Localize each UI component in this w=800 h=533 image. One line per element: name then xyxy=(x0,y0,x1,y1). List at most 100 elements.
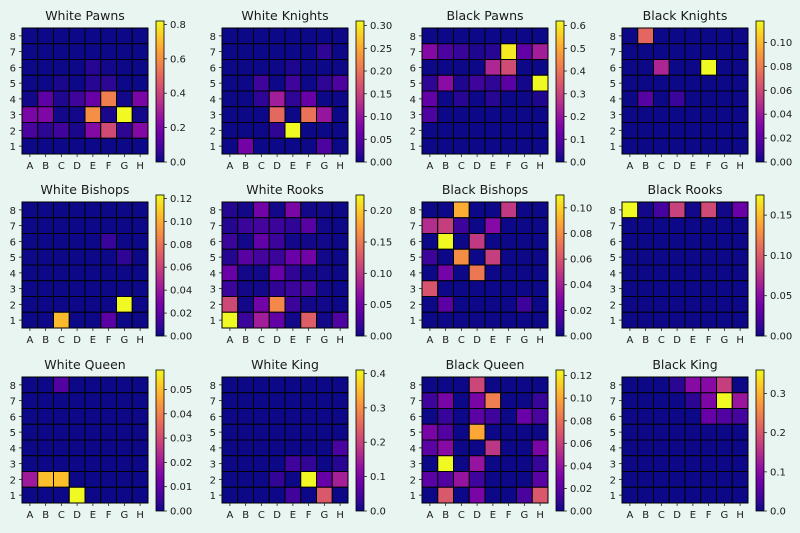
cell-a4 xyxy=(221,439,239,457)
cell-c3 xyxy=(453,106,470,123)
cell-g1 xyxy=(516,311,533,329)
y-tick-label: 7 xyxy=(610,397,616,408)
y-tick-label: 1 xyxy=(410,142,416,153)
y-tick-label: 8 xyxy=(10,381,16,392)
cell-g7 xyxy=(516,43,533,60)
y-tick-label: 3 xyxy=(410,111,416,122)
cell-g8 xyxy=(316,27,333,45)
cell-a3 xyxy=(421,280,439,297)
x-tick-label: G xyxy=(121,161,129,172)
cell-b4 xyxy=(37,264,54,282)
colorbar-tick-label: 0.12 xyxy=(570,371,592,382)
x-tick-label: E xyxy=(290,161,296,172)
cell-a6 xyxy=(621,59,639,76)
x-tick-label: D xyxy=(673,335,681,346)
x-tick-label: E xyxy=(90,161,96,172)
cell-b6 xyxy=(37,233,54,250)
cell-a6 xyxy=(621,233,639,250)
x-tick-label: B xyxy=(242,335,249,346)
cell-a4 xyxy=(221,264,239,282)
cell-e6 xyxy=(84,408,102,425)
cell-e3 xyxy=(684,455,702,472)
cell-a3 xyxy=(221,106,239,123)
cell-b5 xyxy=(437,248,454,266)
cell-e4 xyxy=(484,264,502,282)
colorbar-tick-label: 0.10 xyxy=(170,217,192,228)
y-tick-label: 2 xyxy=(410,475,416,486)
x-tick-label: B xyxy=(42,161,49,172)
colorbar-tick-label: 0.0 xyxy=(170,158,186,169)
cell-b1 xyxy=(237,311,254,329)
x-tick-label: G xyxy=(721,161,729,172)
cell-f6 xyxy=(300,233,317,250)
cell-d2 xyxy=(268,471,286,488)
cell-a5 xyxy=(221,423,239,441)
cell-e1 xyxy=(484,311,502,329)
cell-e4 xyxy=(284,439,302,457)
cell-h5 xyxy=(331,423,349,441)
colorbar-gradient xyxy=(155,369,165,512)
cell-a5 xyxy=(21,423,39,441)
heatmap-cells xyxy=(421,201,549,329)
cell-b3 xyxy=(637,455,654,472)
x-tick-label: G xyxy=(721,510,729,521)
cell-d1 xyxy=(68,486,86,504)
x-tick-label: D xyxy=(273,335,281,346)
cell-f1 xyxy=(300,137,317,155)
cell-h4 xyxy=(331,90,349,108)
cell-b8 xyxy=(37,376,54,394)
cell-g2 xyxy=(716,296,733,313)
cell-e6 xyxy=(484,408,502,425)
cell-g1 xyxy=(316,486,333,504)
cell-e8 xyxy=(84,376,102,394)
cell-g3 xyxy=(316,106,333,123)
cell-c1 xyxy=(453,137,470,155)
cell-b1 xyxy=(37,311,54,329)
cell-g4 xyxy=(116,439,133,457)
cell-d5 xyxy=(68,423,86,441)
y-tick-label: 2 xyxy=(610,475,616,486)
cell-g7 xyxy=(716,392,733,409)
y-tick-label: 5 xyxy=(610,428,616,439)
cell-d8 xyxy=(468,376,486,394)
cell-h3 xyxy=(731,455,749,472)
y-tick-label: 4 xyxy=(410,95,416,106)
x-tick-label: F xyxy=(706,161,712,172)
cell-h7 xyxy=(131,392,149,409)
cell-h5 xyxy=(131,74,149,92)
cell-c4 xyxy=(453,264,470,282)
axes-frame xyxy=(421,201,549,329)
cell-h8 xyxy=(331,376,349,394)
cell-e5 xyxy=(484,423,502,441)
cell-b6 xyxy=(37,59,54,76)
x-tick-label: E xyxy=(490,335,496,346)
cell-e6 xyxy=(84,59,102,76)
cell-b8 xyxy=(37,27,54,45)
cell-c5 xyxy=(653,248,670,266)
cell-f3 xyxy=(700,455,717,472)
cell-h4 xyxy=(731,439,749,457)
colorbar-tick-label: 0.1 xyxy=(370,472,386,483)
y-tick-label: 3 xyxy=(10,111,16,122)
cell-a1 xyxy=(221,486,239,504)
cell-g2 xyxy=(116,122,133,139)
colorbar-tick-label: 0.10 xyxy=(370,269,392,280)
cell-f2 xyxy=(300,471,317,488)
cell-d7 xyxy=(268,392,286,409)
y-tick-label: 7 xyxy=(610,222,616,233)
cell-b5 xyxy=(237,74,254,92)
cell-b6 xyxy=(637,59,654,76)
cell-f5 xyxy=(300,423,317,441)
cell-d4 xyxy=(468,264,486,282)
cell-f1 xyxy=(100,137,117,155)
y-tick-label: 4 xyxy=(610,269,616,280)
axes-frame xyxy=(221,27,349,155)
cell-e8 xyxy=(684,376,702,394)
y-tick-label: 4 xyxy=(10,444,16,455)
y-tick-label: 7 xyxy=(410,222,416,233)
cell-b2 xyxy=(437,471,454,488)
cell-g2 xyxy=(716,471,733,488)
cell-c4 xyxy=(253,264,270,282)
y-tick-label: 1 xyxy=(610,491,616,502)
